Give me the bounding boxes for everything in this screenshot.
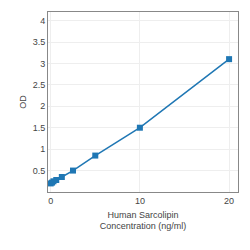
svg-text:Human SarcolipinConcentration: Human SarcolipinConcentration (ng/ml): [100, 210, 187, 232]
svg-text:3: 3: [40, 59, 45, 69]
svg-text:20: 20: [224, 196, 234, 206]
svg-text:OD: OD: [18, 95, 28, 109]
svg-text:4: 4: [40, 16, 45, 26]
svg-text:1: 1: [40, 144, 45, 154]
svg-text:2: 2: [40, 101, 45, 111]
svg-text:0.5: 0.5: [33, 166, 46, 176]
svg-text:3.5: 3.5: [33, 37, 46, 47]
svg-text:0: 0: [48, 196, 53, 206]
svg-text:10: 10: [135, 196, 145, 206]
svg-text:1.5: 1.5: [33, 123, 46, 133]
svg-text:2.5: 2.5: [33, 80, 46, 90]
